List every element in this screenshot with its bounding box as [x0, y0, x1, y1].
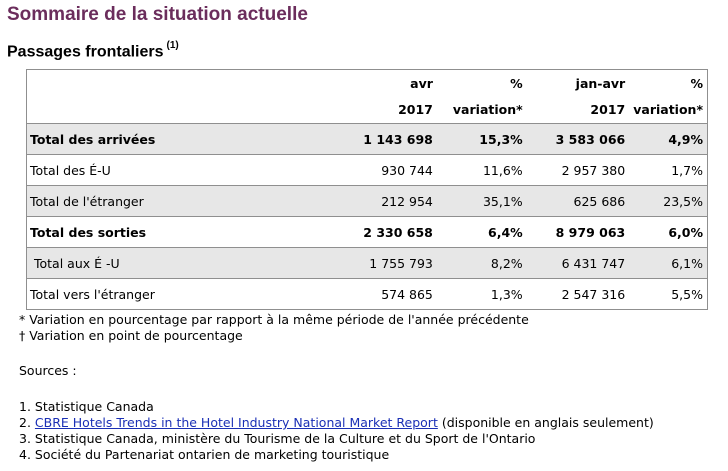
- page-title: Sommaire de la situation actuelle: [7, 4, 308, 25]
- table-cell: 1,3%: [436, 278, 527, 310]
- table-row-us-arrivals: Total des É-U 930 744 11,6% 2 957 380 1,…: [26, 154, 708, 186]
- footnote-variation-points: † Variation en point de pourcentage: [19, 328, 243, 343]
- sources-label: Sources :: [19, 363, 77, 378]
- table-cell: 8,2%: [436, 247, 527, 279]
- header-cell: [26, 96, 232, 124]
- footnote-ref: (1): [166, 40, 179, 51]
- table-cell: 3 583 066: [526, 123, 630, 155]
- row-label: Total des arrivées: [26, 123, 232, 155]
- table-cell: 23,5%: [629, 185, 708, 217]
- table-cell: 1,7%: [629, 154, 708, 186]
- row-label: Total des É-U: [26, 154, 232, 186]
- source-item: 3. Statistique Canada, ministère du Tour…: [19, 431, 654, 447]
- table-cell: 2 330 658: [231, 216, 437, 248]
- source-text: Société du Partenariat ontarien de marke…: [34, 447, 390, 462]
- row-label: Total des sorties: [26, 216, 232, 248]
- table-cell: 6,0%: [629, 216, 708, 248]
- row-label: Total de l'étranger: [26, 185, 232, 217]
- border-crossings-table: avr % jan-avr % 2017 variation* 2017 var…: [26, 69, 708, 310]
- table-cell: 35,1%: [436, 185, 527, 217]
- source-text: (disponible en anglais seulement): [437, 415, 654, 430]
- table-cell: 1 755 793: [231, 247, 437, 279]
- source-number: 3.: [19, 431, 31, 446]
- table-cell: 574 865: [231, 278, 437, 310]
- table-cell: 6 431 747: [526, 247, 630, 279]
- header-cell: variation*: [629, 96, 708, 124]
- cbre-report-link[interactable]: CBRE Hotels Trends in the Hotel Industry…: [34, 415, 438, 430]
- footnote-variation-percent: * Variation en pourcentage par rapport à…: [19, 312, 529, 327]
- table-cell: 4,9%: [629, 123, 708, 155]
- source-item: 4. Société du Partenariat ontarien de ma…: [19, 447, 654, 463]
- source-number: 1.: [19, 399, 31, 414]
- section-title: Passages frontaliers (1): [7, 40, 179, 61]
- source-number: 4.: [19, 447, 31, 462]
- header-cell: jan-avr: [575, 75, 626, 91]
- table-cell: 15,3%: [436, 123, 527, 155]
- section-title-text: Passages frontaliers: [7, 43, 164, 61]
- header-cell: %: [690, 75, 703, 91]
- sources-list: 1. Statistique Canada 2. CBRE Hotels Tre…: [19, 399, 654, 463]
- source-item: 1. Statistique Canada: [19, 399, 654, 415]
- table-cell: 625 686: [526, 185, 630, 217]
- table-cell: 6,4%: [436, 216, 527, 248]
- table-header-row: avr % jan-avr %: [27, 70, 708, 97]
- source-number: 2.: [19, 415, 31, 430]
- source-text: Statistique Canada, ministère du Tourism…: [34, 431, 536, 446]
- table-row-us-departures: Total aux É -U 1 755 793 8,2% 6 431 747 …: [26, 247, 708, 279]
- header-cell: [27, 70, 232, 97]
- table-cell: 212 954: [231, 185, 437, 217]
- table-cell: 6,1%: [629, 247, 708, 279]
- header-cell: 2017: [526, 96, 630, 124]
- table-cell: 8 979 063: [526, 216, 630, 248]
- row-label: Total aux É -U: [26, 247, 232, 279]
- table-cell: 930 744: [231, 154, 437, 186]
- table-footnotes: * Variation en pourcentage par rapport à…: [19, 312, 529, 344]
- row-label: Total vers l'étranger: [26, 278, 232, 310]
- table-cell: 5,5%: [629, 278, 708, 310]
- table-cell: 2 957 380: [526, 154, 630, 186]
- header-cell: variation*: [436, 96, 527, 124]
- source-text: Statistique Canada: [34, 399, 154, 414]
- table-row-overseas-departures: Total vers l'étranger 574 865 1,3% 2 547…: [26, 278, 708, 310]
- table-cell: 2 547 316: [526, 278, 630, 310]
- table-row-total-arrivals: Total des arrivées 1 143 698 15,3% 3 583…: [26, 123, 708, 155]
- table-cell: 11,6%: [436, 154, 527, 186]
- table-row-total-departures: Total des sorties 2 330 658 6,4% 8 979 0…: [26, 216, 708, 248]
- header-cell: %: [510, 75, 523, 91]
- source-item: 2. CBRE Hotels Trends in the Hotel Indus…: [19, 415, 654, 431]
- header-cell: 2017: [231, 96, 437, 124]
- table-header-row: 2017 variation* 2017 variation*: [26, 96, 708, 124]
- header-cell: avr: [410, 75, 433, 91]
- table-cell: 1 143 698: [231, 123, 437, 155]
- table-row-overseas-arrivals: Total de l'étranger 212 954 35,1% 625 68…: [26, 185, 708, 217]
